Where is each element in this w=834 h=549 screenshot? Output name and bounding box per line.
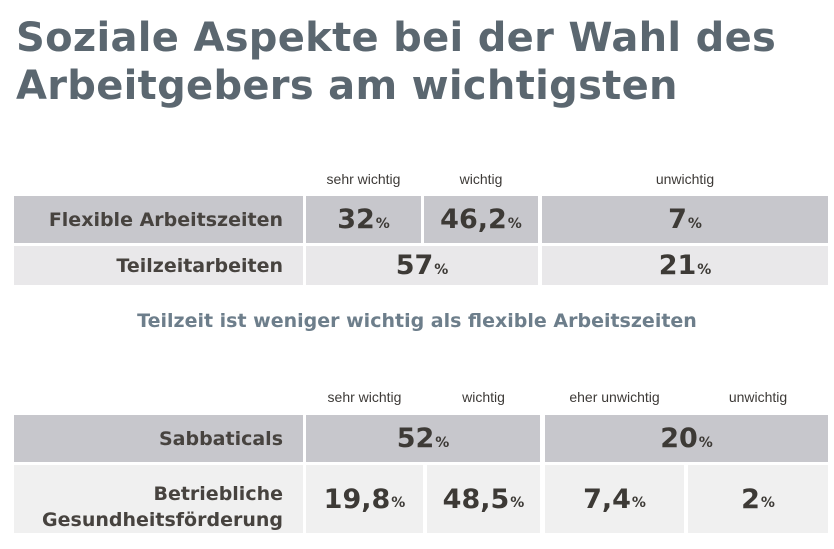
row-label-sabbaticals: Sabbaticals	[14, 415, 303, 462]
column-header-sehr-wichtig: sehr wichtig	[327, 389, 402, 405]
unit: %	[510, 495, 525, 511]
value: 2	[741, 483, 760, 515]
row-label-teilzeitarbeiten: Teilzeitarbeiten	[14, 246, 303, 285]
value-cell: 52%	[306, 415, 540, 462]
column-header-unwichtig: unwichtig	[728, 389, 788, 405]
value-cell: 48,5%	[427, 465, 540, 533]
value-cell: 46,2%	[424, 196, 538, 243]
value: 46,2	[440, 204, 507, 235]
row-label-flexible-arbeitszeiten: Flexible Arbeitszeiten	[14, 196, 303, 243]
unit: %	[391, 495, 406, 511]
value-cell: 32%	[306, 196, 421, 243]
column-header-wichtig: wichtig	[462, 389, 505, 405]
unit: %	[697, 261, 712, 278]
value-cell: 21%	[542, 246, 828, 285]
column-header-unwichtig: unwichtig	[655, 171, 715, 187]
value-cell: 19,8%	[306, 465, 423, 533]
value: 57	[395, 250, 434, 281]
subtitle: Teilzeit ist weniger wichtig als flexibl…	[137, 310, 697, 332]
unit: %	[760, 495, 775, 511]
value-cell: 7%	[542, 196, 828, 243]
title-line-1: Soziale Aspekte bei der Wahl des	[16, 15, 777, 61]
column-header-sehr-wichtig: sehr wichtig	[326, 171, 401, 187]
row-label-line-1: Betriebliche	[153, 483, 283, 505]
unit: %	[434, 261, 449, 278]
value: 19,8	[323, 483, 391, 515]
column-header-eher-unwichtig: eher unwichtig	[569, 389, 660, 405]
value-cell: 2%	[688, 465, 828, 533]
unit: %	[375, 215, 390, 232]
row-label-betriebliche-gesundheitsfoerderung: Betriebliche Gesundheitsförderung	[14, 465, 303, 533]
value: 21	[658, 250, 697, 281]
unit: %	[631, 495, 646, 511]
value: 32	[337, 204, 375, 235]
value: 48,5	[442, 483, 510, 515]
row-label-line-2: Gesundheitsförderung	[42, 509, 283, 531]
column-header-wichtig: wichtig	[459, 171, 503, 187]
value: 7	[668, 204, 687, 235]
value-cell: 57%	[306, 246, 538, 285]
page-title: Soziale Aspekte bei der Wahl des Arbeitg…	[16, 14, 776, 110]
unit: %	[435, 434, 450, 451]
value: 20	[660, 423, 698, 454]
value: 52	[396, 423, 435, 454]
value: 7,4	[583, 483, 631, 515]
unit: %	[698, 434, 713, 451]
value-cell: 7,4%	[545, 465, 684, 533]
unit: %	[507, 215, 522, 232]
value-cell: 20%	[545, 415, 828, 462]
unit: %	[687, 215, 702, 232]
title-line-2: Arbeitgebers am wichtigsten	[16, 63, 678, 109]
